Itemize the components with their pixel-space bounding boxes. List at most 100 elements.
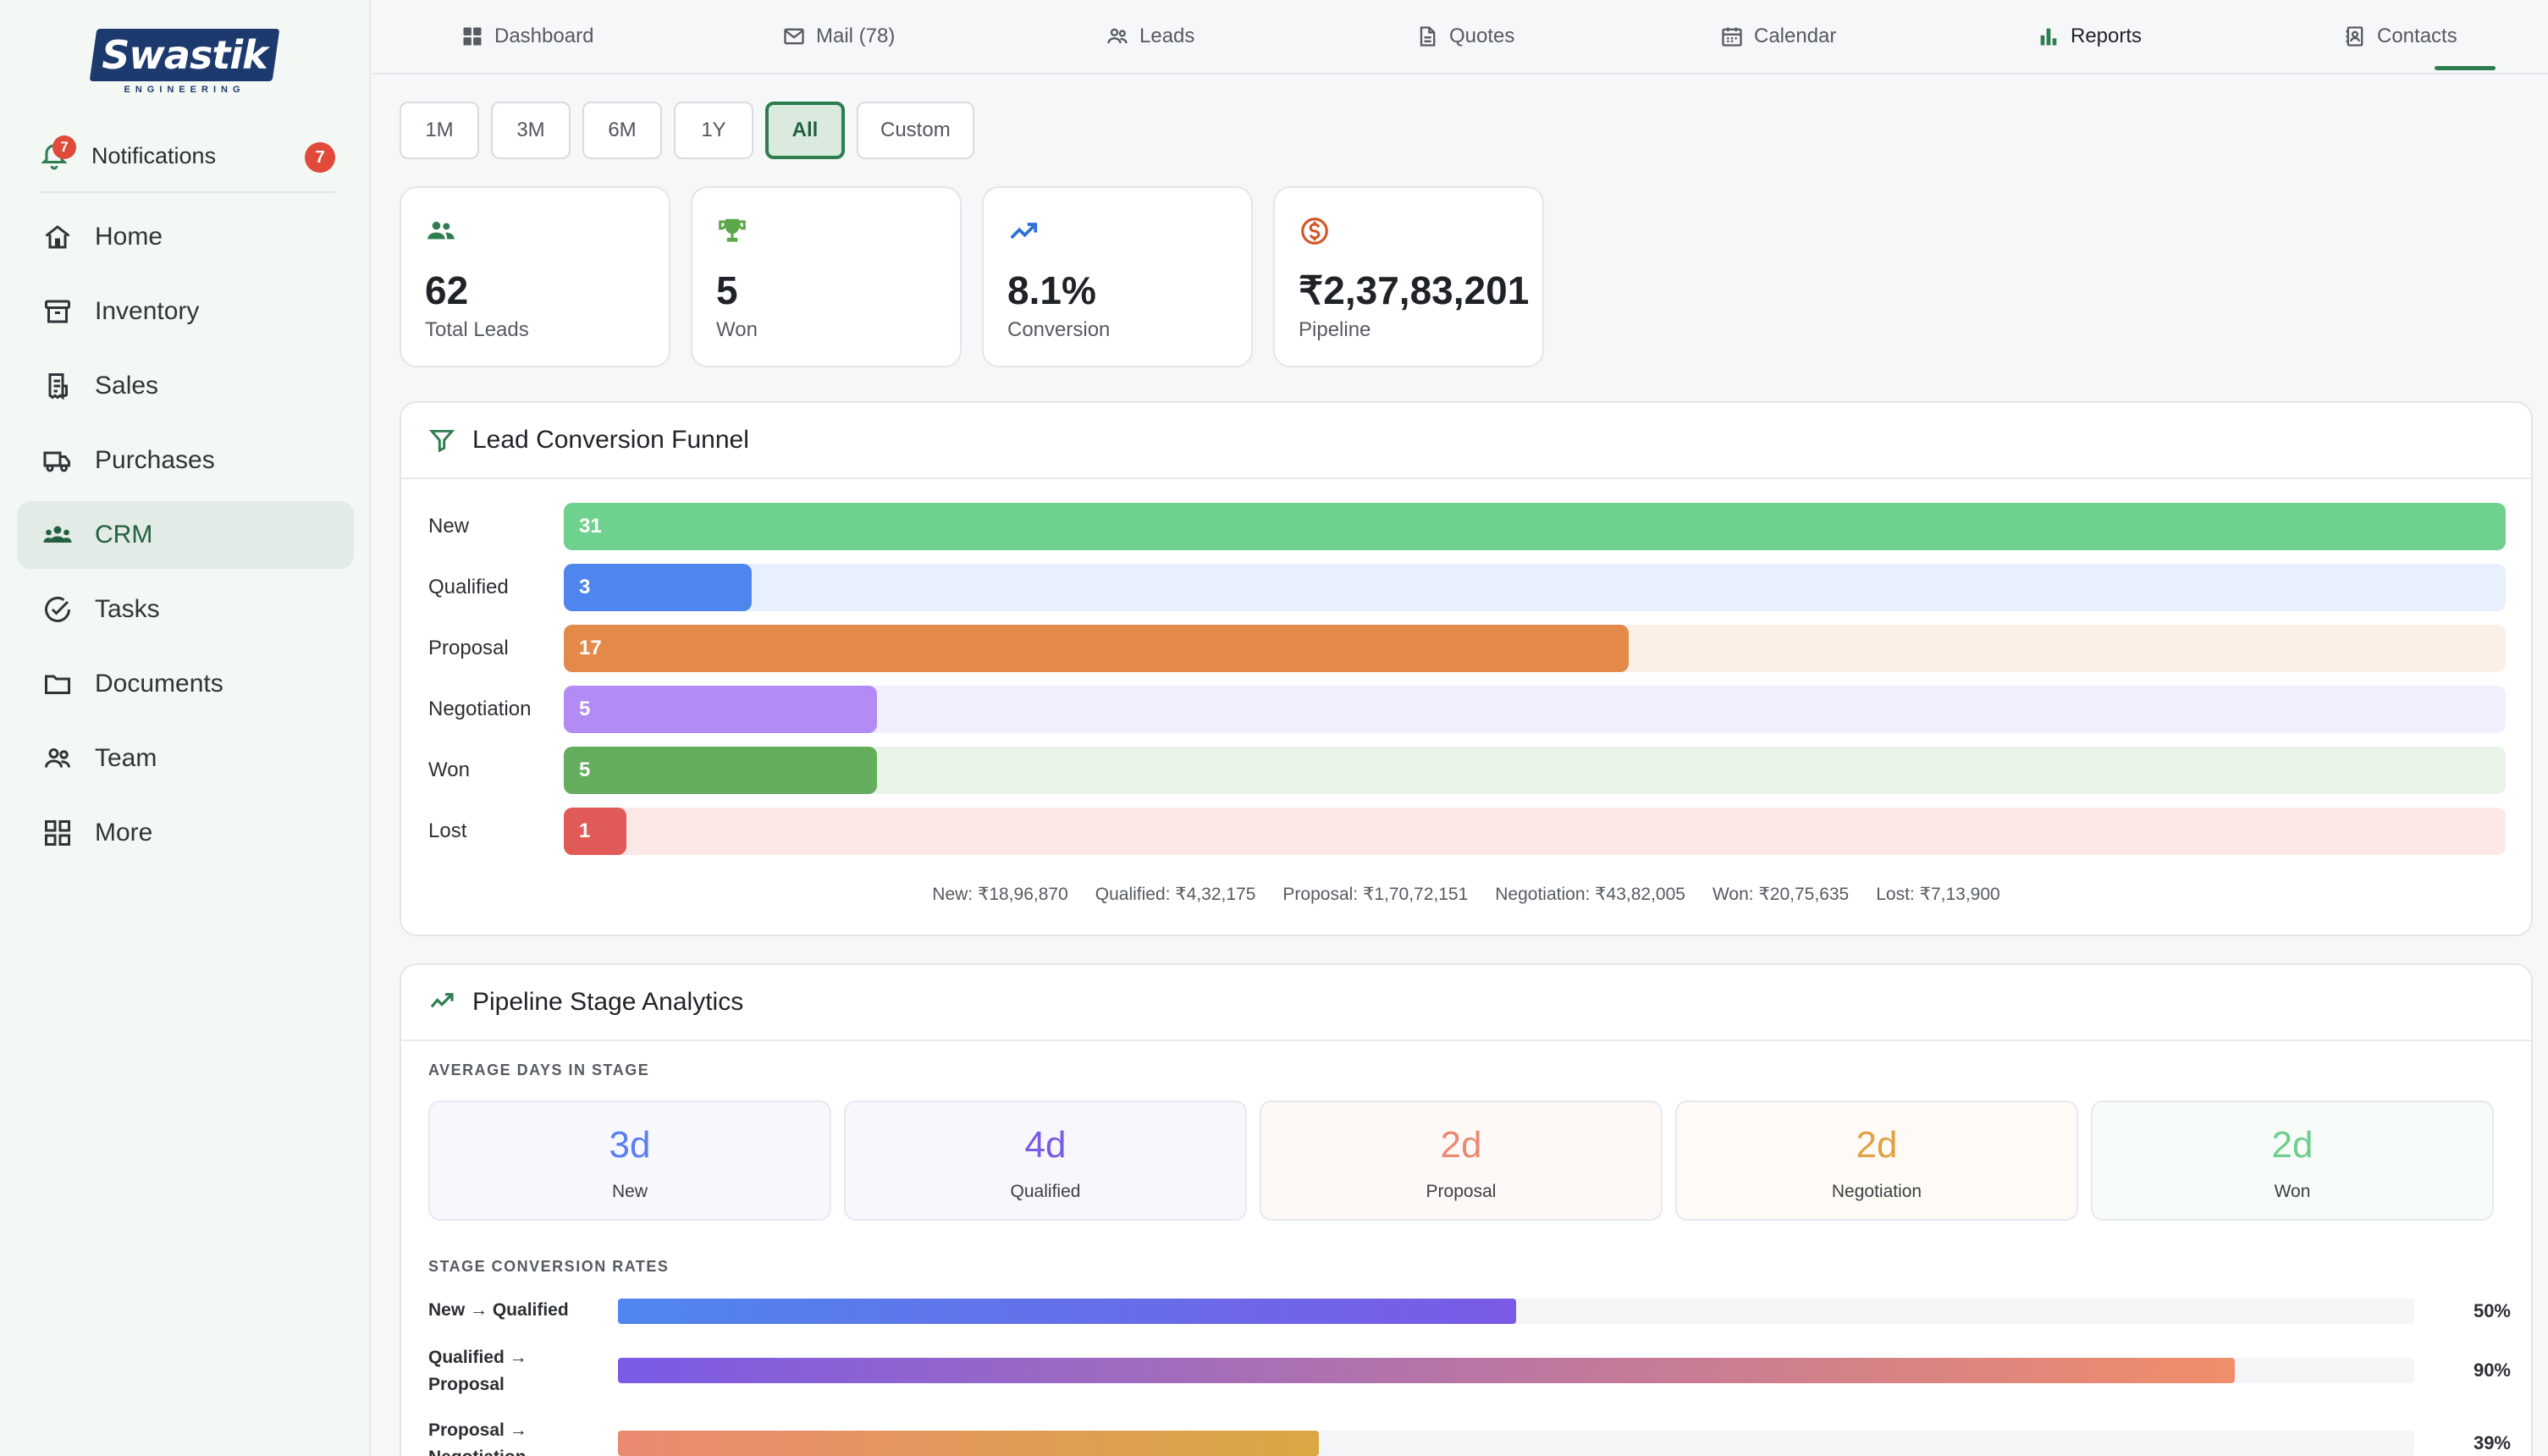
tab-quotes[interactable]: Quotes xyxy=(1415,0,1514,73)
kpi-card-pipeline: ₹2,37,83,201 Pipeline xyxy=(1273,186,1544,367)
funnel-bar-track[interactable]: 1 xyxy=(564,808,2506,855)
mail-icon xyxy=(784,28,804,45)
sidebar-item-label: More xyxy=(95,819,153,847)
tab-label: Dashboard xyxy=(494,25,594,47)
bell-icon: 7 xyxy=(39,135,76,171)
conversion-rate-bar xyxy=(618,1299,1516,1324)
trophy-icon xyxy=(716,215,750,249)
funnel-bar: 5 xyxy=(564,747,877,794)
kpi-label: Won xyxy=(716,318,758,341)
sidebar-item-inventory[interactable]: Inventory xyxy=(17,278,354,345)
sidebar-item-more[interactable]: More xyxy=(17,799,354,867)
filter-icon xyxy=(428,429,455,453)
period-filter: 1M 3M 6M 1Y All Custom xyxy=(400,102,986,159)
conversion-rate-label: Proposal → Negotiation xyxy=(428,1420,527,1456)
tab-reports[interactable]: Reports xyxy=(2037,0,2142,73)
sidebar-item-label: Inventory xyxy=(95,297,200,325)
tab-mail[interactable]: Mail (78) xyxy=(782,0,895,73)
funnel-bar-track[interactable]: 31 xyxy=(564,503,2506,550)
conversion-rate-track xyxy=(618,1299,2414,1324)
sidebar-item-purchases[interactable]: Purchases xyxy=(17,427,354,494)
panel-header: Lead Conversion Funnel xyxy=(401,403,2531,479)
tab-dashboard[interactable]: Dashboard xyxy=(461,0,593,73)
brand-logo[interactable]: Swastik ENGINEERING xyxy=(89,29,280,95)
funnel-bar-track[interactable]: 5 xyxy=(564,747,2506,794)
funnel-bar-track[interactable]: 5 xyxy=(564,686,2506,733)
tab-contacts[interactable]: Contacts xyxy=(2343,0,2457,73)
sidebar-item-tasks[interactable]: Tasks xyxy=(17,576,354,643)
bar-chart-icon xyxy=(2040,28,2057,46)
avg-days-label: AVERAGE DAYS IN STAGE xyxy=(428,1062,650,1078)
conversion-rate-percent: 50% xyxy=(2473,1300,2511,1321)
period-3m-button[interactable]: 3M xyxy=(491,102,571,159)
users-icon xyxy=(1107,28,1128,44)
folder-icon xyxy=(41,667,74,701)
funnel-stage-label: Negotiation xyxy=(428,698,532,720)
notifications-badge: 7 xyxy=(305,142,335,173)
conversion-rate-bar xyxy=(618,1358,2235,1383)
active-tab-indicator xyxy=(2435,66,2496,70)
sidebar-item-label: Tasks xyxy=(95,595,160,623)
notifications-item[interactable]: 7 Notifications 7 xyxy=(39,132,335,179)
funnel-value-qualified: Qualified: ₹4,32,175 xyxy=(1095,885,1256,904)
sidebar-item-sales[interactable]: Sales xyxy=(17,352,354,420)
truck-icon xyxy=(41,444,74,477)
funnel-stage-label: Lost xyxy=(428,819,467,842)
funnel-bar: 3 xyxy=(564,564,752,611)
period-all-button[interactable]: All xyxy=(765,102,845,159)
sidebar-item-label: Home xyxy=(95,223,163,251)
period-1y-button[interactable]: 1Y xyxy=(674,102,753,159)
sidebar-item-crm[interactable]: CRM xyxy=(17,501,354,569)
stage-name: New xyxy=(611,1182,648,1201)
conversion-rates-label: STAGE CONVERSION RATES xyxy=(428,1258,670,1275)
top-nav: Dashboard Mail (78) Leads Quotes Calenda… xyxy=(372,0,2548,74)
period-6m-button[interactable]: 6M xyxy=(582,102,662,159)
tab-label: Contacts xyxy=(2377,25,2457,47)
lead-conversion-funnel-panel: Lead Conversion Funnel New 31 Qualified 3 Pr… xyxy=(400,401,2533,936)
panel-title: Lead Conversion Funnel xyxy=(472,426,749,454)
users-icon xyxy=(41,518,74,552)
stage-card-proposal: 2d Proposal xyxy=(1260,1100,1663,1221)
sidebar-item-label: Documents xyxy=(95,670,223,698)
funnel-row-new: New 31 xyxy=(428,503,2511,550)
funnel-row-negotiation: Negotiation 5 xyxy=(428,686,2511,733)
period-1m-button[interactable]: 1M xyxy=(400,102,479,159)
document-icon xyxy=(1420,26,1436,47)
sidebar-item-documents[interactable]: Documents xyxy=(17,650,354,718)
funnel-row-qualified: Qualified 3 xyxy=(428,564,2511,611)
sidebar-item-team[interactable]: Team xyxy=(17,725,354,792)
sidebar: Swastik ENGINEERING 7 Notifications 7 Ho… xyxy=(0,0,371,1456)
funnel-stage-values: New: ₹18,96,870 Qualified: ₹4,32,175 Pro… xyxy=(401,884,2531,905)
funnel-row-lost: Lost 1 xyxy=(428,808,2511,855)
dollar-circle-icon xyxy=(1299,215,1332,249)
sidebar-divider xyxy=(39,191,335,193)
sidebar-item-home[interactable]: Home xyxy=(17,203,354,271)
panel-title: Pipeline Stage Analytics xyxy=(472,988,744,1016)
bell-count-dot: 7 xyxy=(52,135,76,159)
dashboard-icon xyxy=(463,27,482,46)
sidebar-item-label: Purchases xyxy=(95,446,215,474)
conversion-rate-percent: 90% xyxy=(2473,1359,2511,1381)
kpi-value: 62 xyxy=(425,268,469,312)
funnel-row-proposal: Proposal 17 xyxy=(428,625,2511,672)
period-custom-button[interactable]: Custom xyxy=(857,102,974,159)
home-icon xyxy=(41,220,74,254)
funnel-stage-label: Proposal xyxy=(428,637,509,659)
funnel-bar-count: 31 xyxy=(579,515,602,538)
funnel-row-won: Won 5 xyxy=(428,747,2511,794)
funnel-bar-track[interactable]: 17 xyxy=(564,625,2506,672)
funnel-bar-track[interactable]: 3 xyxy=(564,564,2506,611)
conversion-rate-percent: 39% xyxy=(2473,1432,2511,1453)
funnel-value-won: Won: ₹20,75,635 xyxy=(1712,885,1850,904)
kpi-value: ₹2,37,83,201 xyxy=(1299,268,1530,312)
conversion-rate-track xyxy=(618,1358,2414,1383)
tab-leads[interactable]: Leads xyxy=(1106,0,1194,73)
sidebar-nav: Home Inventory Sales Purchases CRM Tasks xyxy=(17,203,354,874)
stage-card-won: 2d Won xyxy=(2091,1100,2494,1221)
team-icon xyxy=(41,742,74,775)
stage-name: Won xyxy=(2274,1182,2311,1201)
funnel-stage-label: Qualified xyxy=(428,576,509,598)
funnel-value-proposal: Proposal: ₹1,70,72,151 xyxy=(1282,885,1469,904)
tab-calendar[interactable]: Calendar xyxy=(1720,0,1836,73)
